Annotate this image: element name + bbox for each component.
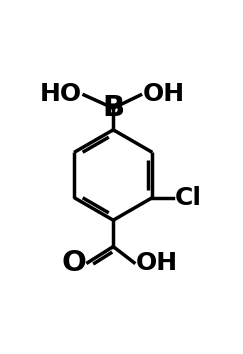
Text: O: O [61, 249, 86, 276]
Text: Cl: Cl [175, 185, 202, 210]
Text: OH: OH [142, 82, 184, 106]
Text: OH: OH [136, 251, 178, 275]
Text: B: B [102, 94, 124, 122]
Text: HO: HO [40, 82, 82, 106]
